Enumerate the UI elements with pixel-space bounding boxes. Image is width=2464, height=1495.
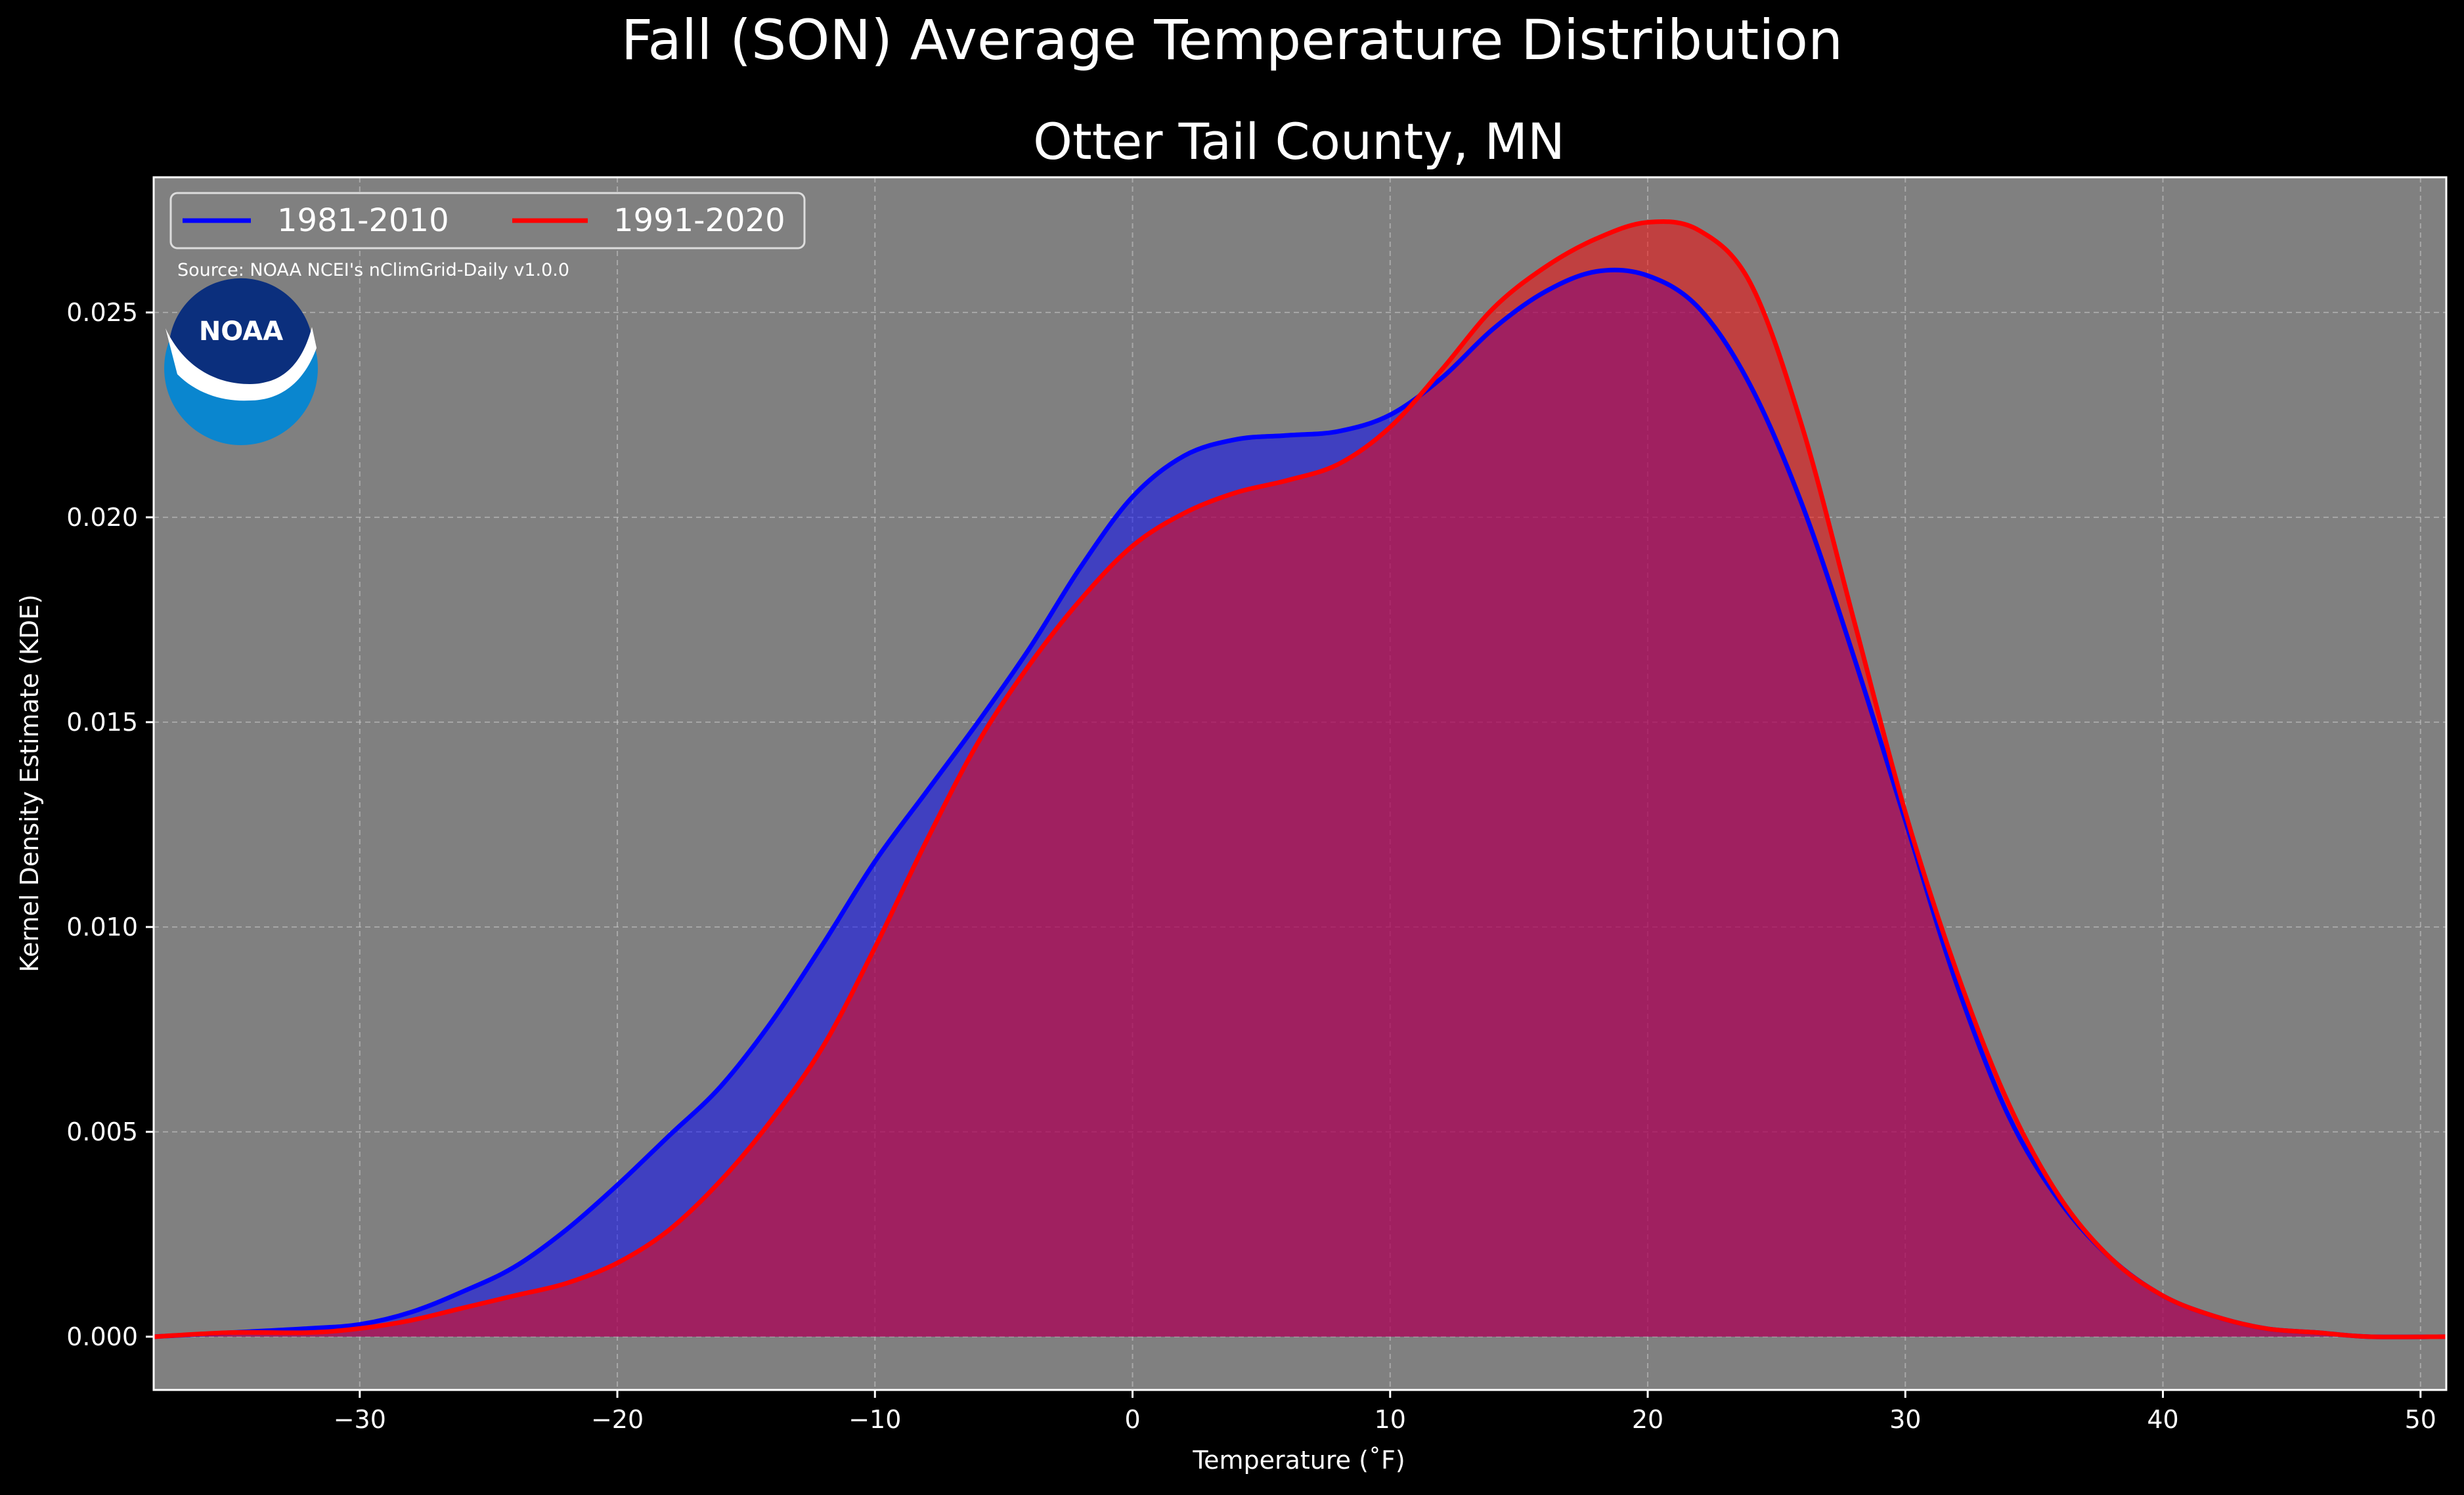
chart-subtitle: Otter Tail County, MN [1033,112,1565,171]
source-annotation: Source: NOAA NCEI's nClimGrid-Daily v1.0… [177,260,569,280]
noaa-logo-top [169,278,313,387]
legend: 1981-2010 1991-2020 [169,192,806,249]
x-axis-label: Temperature (˚F) [1192,1446,1405,1475]
series-line-1981-2010 [154,267,2446,1339]
noaa-logo-text: NOAA [199,316,283,347]
noaa-logo-bird [165,327,317,401]
x-tick-label: 0 [1124,1405,1140,1434]
series-area-1991-2020 [154,221,2446,1337]
noaa-logo: NOAA [164,278,318,445]
plot-frame [152,176,2448,1391]
y-tick-label: 0.020 [66,503,138,532]
x-tick-label: −10 [848,1405,901,1434]
series-layer [154,219,2446,1339]
legend-box [169,192,806,249]
y-tick-label: 0.005 [66,1117,138,1146]
y-tick-label: 0.010 [66,913,138,942]
x-tick-label: 20 [1632,1405,1663,1434]
noaa-logo-wing [217,378,282,397]
chart-title: Fall (SON) Average Temperature Distribut… [621,8,1843,72]
legend-label-1981-2010: 1981-2010 [277,202,449,239]
y-tick-label: 0.015 [66,708,138,737]
y-axis-label: Kernel Density Estimate (KDE) [15,594,44,972]
x-tick-label: −20 [591,1405,644,1434]
x-tick-label: 50 [2405,1405,2436,1434]
x-tick-label: 40 [2147,1405,2178,1434]
y-tick-label: 0.000 [66,1322,138,1351]
series-line-1991-2020 [154,219,2446,1339]
legend-label-1991-2020: 1991-2020 [613,202,785,239]
x-tick-label: 30 [1889,1405,1921,1434]
x-tick-label: −30 [334,1405,386,1434]
x-tick-label: 10 [1375,1405,1406,1434]
plot-area: −30 −20 −10 0 10 20 30 40 50 0.000 0.005 0.010 0.015… [66,176,2448,1434]
y-tick-label: 0.025 [66,298,138,327]
